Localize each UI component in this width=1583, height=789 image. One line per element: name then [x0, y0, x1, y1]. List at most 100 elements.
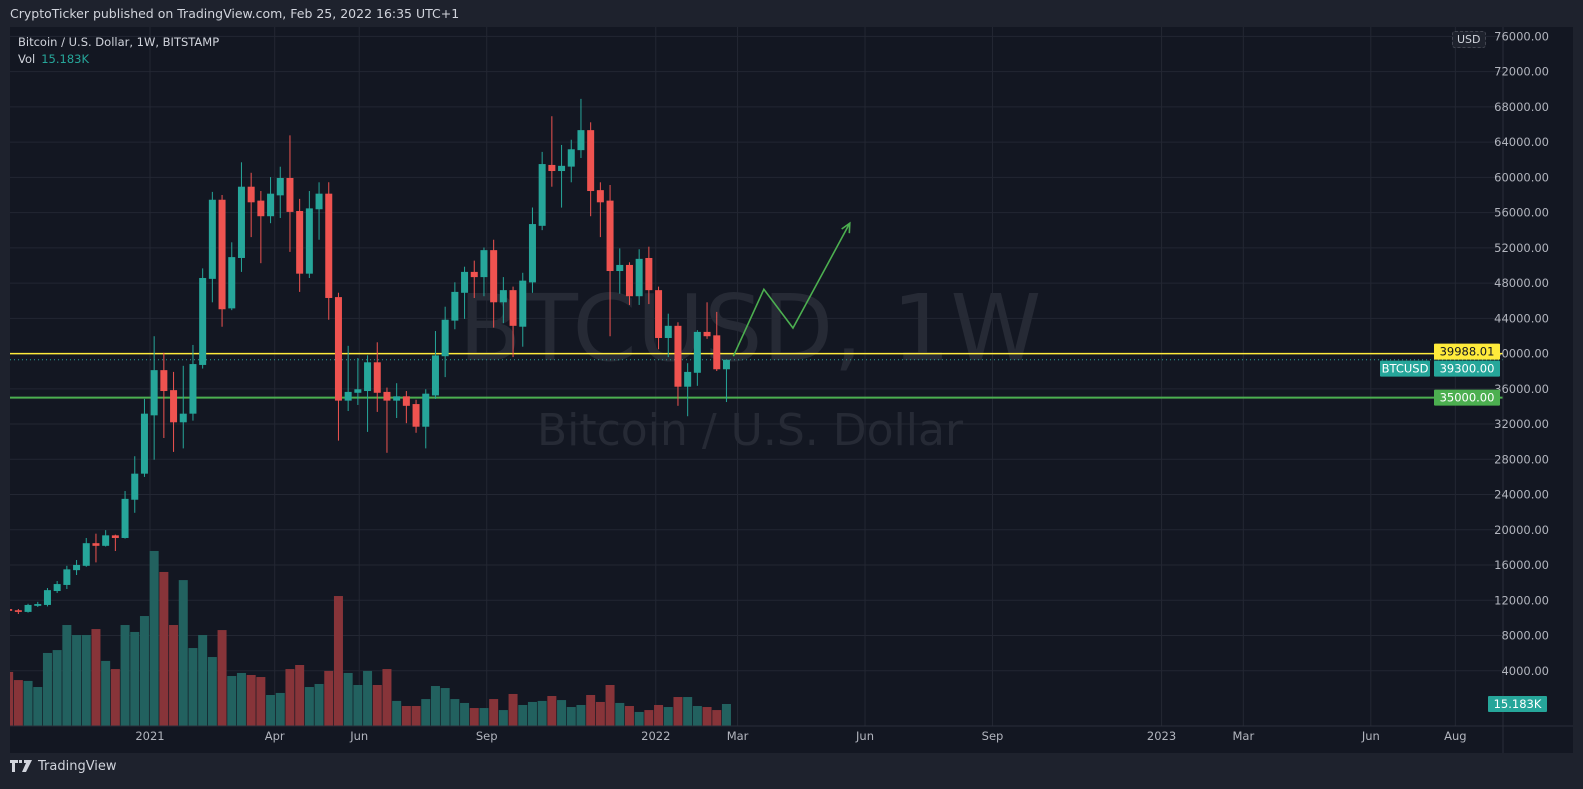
- candle-body: [558, 165, 566, 172]
- volume-bar: [169, 625, 179, 726]
- candle-body: [606, 200, 614, 272]
- hline-price-tag-bg: [1434, 343, 1500, 360]
- volume-bar: [401, 706, 411, 726]
- candle-body: [14, 610, 22, 612]
- volume-bar: [198, 635, 208, 726]
- candle: [722, 359, 730, 403]
- candle: [237, 162, 245, 272]
- volume-bar: [285, 669, 295, 726]
- candle: [111, 534, 119, 552]
- candle: [257, 191, 265, 264]
- candle: [189, 344, 197, 421]
- candle: [53, 580, 61, 593]
- candle: [63, 565, 71, 589]
- candle-body: [73, 564, 81, 571]
- volume-bar: [692, 706, 702, 726]
- volume-legend[interactable]: Vol 15.183K: [18, 51, 219, 68]
- candle: [519, 272, 527, 347]
- candle: [402, 391, 410, 424]
- candle-body: [393, 396, 401, 401]
- candle-body: [519, 280, 527, 327]
- price-tick-label: 52000.00: [1494, 241, 1549, 255]
- candle-body: [674, 325, 682, 387]
- candle-body: [373, 362, 381, 393]
- volume-bar: [586, 694, 596, 726]
- volume-bar: [440, 688, 450, 726]
- footer-brand[interactable]: TradingView: [38, 758, 117, 774]
- volume-bar: [460, 702, 470, 726]
- volume-bar: [508, 693, 518, 726]
- volume-bar: [62, 625, 72, 726]
- candle: [92, 533, 100, 563]
- price-tick-label: 56000.00: [1494, 206, 1549, 220]
- last-price-tag-bg: [1434, 360, 1500, 377]
- candle: [121, 491, 129, 539]
- candle: [393, 383, 401, 418]
- candle-body: [635, 258, 643, 297]
- tradingview-logo-icon[interactable]: [10, 760, 32, 772]
- currency-badge[interactable]: USD: [1452, 31, 1486, 48]
- candle-body: [199, 277, 207, 365]
- volume-bar: [130, 631, 140, 726]
- candle: [267, 177, 275, 224]
- projection-drawing: [732, 222, 851, 357]
- candle-body: [121, 498, 129, 538]
- volume-bar: [721, 704, 731, 726]
- volume-bar: [333, 596, 343, 726]
- chart-frame[interactable]: [10, 27, 1573, 753]
- candle-body: [102, 535, 110, 546]
- volume-bar: [81, 635, 91, 726]
- candle-body: [354, 389, 362, 393]
- symbol-title[interactable]: Bitcoin / U.S. Dollar, 1W, BITSTAMP: [18, 35, 220, 49]
- candle-body: [170, 390, 178, 423]
- candle: [490, 239, 498, 328]
- candle: [131, 456, 139, 513]
- volume-bar: [343, 672, 353, 726]
- volume-bar: [382, 669, 392, 726]
- volume-bar: [518, 704, 528, 726]
- candle-body: [257, 200, 265, 217]
- candle-body: [63, 569, 71, 585]
- candle: [208, 191, 216, 303]
- candle: [422, 389, 430, 449]
- volume-bar: [353, 684, 363, 726]
- price-tick-label: 12000.00: [1494, 593, 1549, 607]
- candle-body: [34, 604, 42, 606]
- volume-bar: [256, 677, 266, 726]
- candle-body: [577, 130, 585, 151]
- volume-bar: [324, 670, 334, 726]
- candle-body: [625, 264, 633, 297]
- candle-body: [655, 290, 663, 338]
- last-price-tag: 39300.00: [1440, 362, 1495, 376]
- candle-body: [160, 370, 168, 392]
- candle-body: [402, 396, 410, 406]
- candle: [625, 262, 633, 305]
- candle-body: [490, 250, 498, 303]
- candle: [276, 166, 284, 218]
- candle-body: [276, 177, 284, 196]
- time-tick-label: 2022: [641, 729, 670, 743]
- candle: [73, 560, 81, 575]
- candle: [548, 116, 556, 187]
- price-tick-label: 64000.00: [1494, 135, 1549, 149]
- volume-bar: [217, 630, 227, 726]
- candle: [334, 292, 342, 441]
- candle-body: [684, 371, 692, 387]
- volume-bar: [149, 550, 159, 726]
- time-tick-label: Sep: [982, 729, 1004, 743]
- candle: [140, 398, 148, 477]
- volume-bar: [72, 635, 82, 726]
- volume-bar: [624, 706, 634, 726]
- time-tick-label: Jun: [1361, 729, 1380, 743]
- candle-body: [431, 355, 439, 396]
- candle: [364, 355, 372, 432]
- candle: [713, 311, 721, 372]
- volume-bar: [595, 701, 605, 726]
- candle: [703, 302, 711, 339]
- volume-bar: [479, 708, 489, 726]
- volume-bar: [527, 701, 537, 726]
- candle: [10, 609, 13, 611]
- candle: [179, 365, 187, 449]
- candle: [577, 98, 585, 158]
